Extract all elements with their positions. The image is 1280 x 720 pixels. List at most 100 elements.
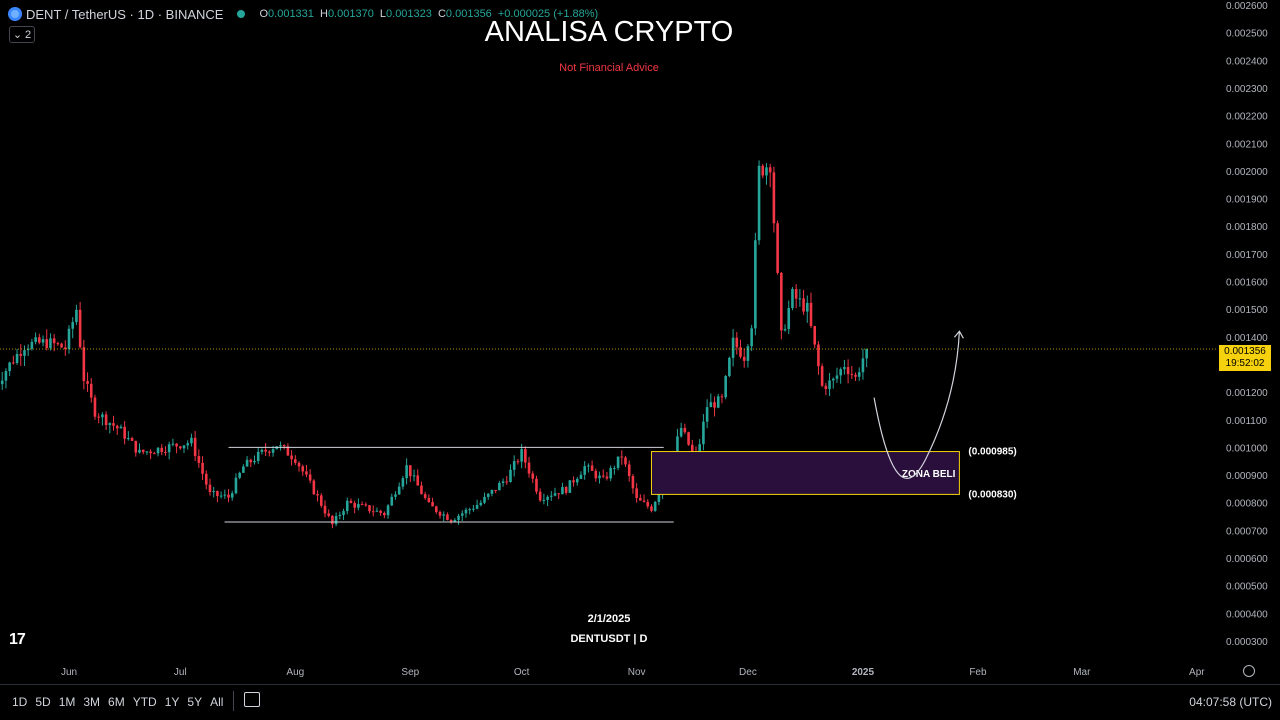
candle-body bbox=[564, 487, 568, 493]
candle-body bbox=[141, 449, 145, 453]
candle-body bbox=[101, 414, 104, 418]
candle-body bbox=[201, 462, 204, 474]
candle-body bbox=[30, 341, 34, 349]
range-ytd[interactable]: YTD bbox=[132, 695, 157, 709]
candle-body bbox=[197, 455, 201, 463]
candle-body bbox=[527, 462, 531, 474]
candle-body bbox=[594, 470, 598, 479]
range-6m[interactable]: 6M bbox=[108, 695, 125, 709]
candle-body bbox=[716, 396, 720, 408]
candle-body bbox=[765, 167, 768, 176]
range-1d[interactable]: 1D bbox=[12, 695, 28, 709]
candle-body bbox=[754, 240, 757, 329]
candle-body bbox=[479, 502, 483, 506]
x-tick-label: Sep bbox=[401, 667, 419, 678]
candle-body bbox=[757, 165, 761, 241]
candle-body bbox=[772, 172, 776, 224]
candle-body bbox=[509, 469, 512, 482]
calendar-icon[interactable] bbox=[244, 692, 260, 707]
buy-zone-label: ZONA BELI bbox=[902, 469, 956, 480]
candle-body bbox=[453, 520, 457, 522]
candle-body bbox=[345, 500, 349, 512]
candle-body bbox=[416, 475, 420, 486]
range-all[interactable]: All bbox=[210, 695, 224, 709]
symbol-header: DENT / TetherUS · 1D · BINANCE O0.001331… bbox=[8, 5, 601, 23]
gear-icon[interactable] bbox=[1243, 665, 1255, 677]
candle-body bbox=[264, 449, 267, 452]
utc-clock[interactable]: 04:07:58 (UTC) bbox=[1189, 695, 1272, 709]
candle-body bbox=[104, 414, 108, 425]
candle-body bbox=[338, 514, 342, 516]
candle-body bbox=[219, 495, 223, 497]
candle-body bbox=[824, 385, 828, 389]
candle-body bbox=[561, 487, 564, 495]
candle-body bbox=[386, 505, 390, 516]
candle-body bbox=[82, 347, 86, 382]
candle-body bbox=[112, 423, 115, 426]
candle-body bbox=[193, 437, 197, 456]
candle-body bbox=[353, 502, 356, 508]
candle-body bbox=[38, 337, 41, 343]
candle-body bbox=[260, 449, 264, 452]
candle-body bbox=[397, 486, 401, 495]
x-tick-label: 2025 bbox=[852, 667, 875, 678]
y-tick-label: 0.002200 bbox=[1226, 112, 1268, 123]
candle-body bbox=[713, 402, 716, 408]
y-tick-label: 0.001100 bbox=[1226, 416, 1267, 427]
candle-body bbox=[86, 381, 89, 384]
candle-body bbox=[609, 467, 612, 479]
range-5d[interactable]: 5D bbox=[35, 695, 51, 709]
candle-body bbox=[331, 515, 334, 525]
candle-body bbox=[56, 343, 60, 345]
candle-body bbox=[831, 378, 835, 381]
candle-body bbox=[735, 337, 739, 348]
candle-body bbox=[368, 505, 371, 512]
candle-body bbox=[0, 380, 4, 385]
price-chart[interactable]: 0.002600 0.002500 0.002400 0.002300 0.002200… bbox=[0, 0, 1280, 684]
range-5y[interactable]: 5Y bbox=[187, 695, 203, 709]
x-tick-label: Feb bbox=[969, 667, 987, 678]
candle-body bbox=[23, 350, 26, 356]
candle-body bbox=[319, 495, 323, 506]
candle-body bbox=[52, 338, 56, 344]
candle-body bbox=[164, 451, 167, 453]
y-tick-label: 0.002300 bbox=[1226, 84, 1268, 95]
range-1y[interactable]: 1Y bbox=[164, 695, 180, 709]
last-price-tag: 0.001356 19:52:02 bbox=[1219, 345, 1271, 371]
candle-body bbox=[305, 471, 308, 475]
candle-body bbox=[334, 515, 338, 525]
candle-body bbox=[312, 480, 316, 495]
candle-body bbox=[423, 494, 427, 498]
y-tick-label: 0.000500 bbox=[1226, 582, 1268, 593]
candle-body bbox=[371, 511, 375, 513]
y-tick-label: 0.000300 bbox=[1226, 637, 1268, 648]
candle-body bbox=[253, 460, 256, 463]
candle-body bbox=[553, 493, 557, 496]
candle-body bbox=[542, 499, 546, 501]
candle-body bbox=[171, 443, 175, 445]
candle-body bbox=[383, 512, 386, 516]
range-1m[interactable]: 1M bbox=[58, 695, 76, 709]
candle-body bbox=[835, 375, 839, 379]
candle-body bbox=[498, 483, 501, 491]
indicators-collapse-button[interactable]: ⌄ 2 bbox=[9, 26, 35, 43]
candle-body bbox=[557, 493, 561, 495]
candle-body bbox=[431, 502, 434, 507]
dent-coin-icon bbox=[8, 7, 22, 21]
candle-body bbox=[768, 167, 772, 173]
candle-body bbox=[409, 465, 412, 477]
symbol-label[interactable]: DENT / TetherUS · 1D · BINANCE bbox=[26, 6, 224, 22]
candle-body bbox=[531, 473, 535, 479]
candle-body bbox=[613, 467, 616, 469]
range-selector: 1D 5D 1M 3M 6M YTD 1Y 5Y All bbox=[12, 695, 223, 709]
candle-body bbox=[846, 367, 850, 375]
candle-body bbox=[546, 496, 549, 500]
y-tick-label: 0.002100 bbox=[1226, 139, 1268, 150]
candle-body bbox=[464, 509, 468, 514]
buy-zone-bottom-label: (0.000830) bbox=[968, 489, 1016, 500]
candle-body bbox=[787, 308, 791, 330]
candle-body bbox=[290, 455, 293, 460]
candle-body bbox=[472, 508, 475, 510]
candle-body bbox=[390, 496, 394, 506]
range-3m[interactable]: 3M bbox=[83, 695, 101, 709]
